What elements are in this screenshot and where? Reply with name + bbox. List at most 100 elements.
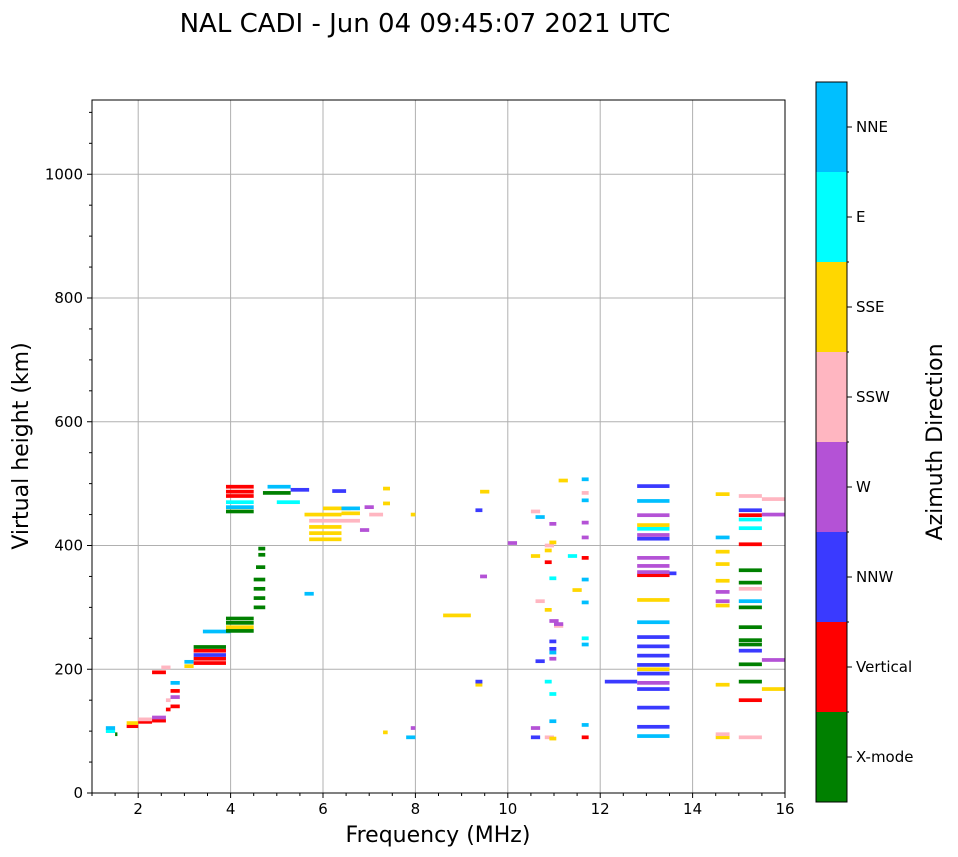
trace-mark <box>567 554 578 558</box>
trace-mark <box>267 484 291 489</box>
trace-mark <box>637 484 670 488</box>
trace-mark <box>193 648 226 653</box>
trace-mark <box>637 687 670 691</box>
trace-mark <box>738 586 762 591</box>
trace-mark <box>225 489 254 494</box>
trace-mark <box>410 726 416 730</box>
trace-mark <box>406 735 416 740</box>
colorbar-tick-label: X-mode <box>856 748 913 766</box>
trace-mark <box>258 552 266 557</box>
colorbar-tick-label: SSW <box>856 388 890 406</box>
trace-mark <box>202 629 231 634</box>
trace-mark <box>105 729 116 733</box>
trace-mark <box>304 591 314 596</box>
trace-mark <box>152 715 166 720</box>
trace-mark <box>738 513 762 518</box>
trace-mark <box>225 620 254 625</box>
trace-mark <box>761 497 785 501</box>
trace-mark <box>225 625 254 630</box>
trace-mark <box>549 619 559 623</box>
colorbar-segment <box>816 622 847 712</box>
trace-mark <box>544 543 554 548</box>
trace-mark <box>225 484 254 489</box>
y-tick-label: 800 <box>54 289 83 307</box>
trace-mark <box>738 494 762 498</box>
trace-mark <box>383 730 388 735</box>
y-tick-label: 200 <box>54 660 83 678</box>
y-tick-label: 0 <box>73 784 83 802</box>
trace-mark <box>258 546 266 551</box>
colorbar-segment <box>816 712 847 802</box>
trace-mark <box>290 487 310 492</box>
trace-mark <box>604 679 638 684</box>
x-tick-label: 16 <box>775 800 794 818</box>
trace-mark <box>549 656 557 661</box>
trace-mark <box>341 506 360 511</box>
trace-mark <box>165 698 171 703</box>
trace-mark <box>530 509 541 514</box>
y-tick-label: 1000 <box>45 165 83 183</box>
trace-mark <box>138 717 153 722</box>
colorbar-segment <box>816 82 847 172</box>
x-tick-label: 8 <box>411 800 421 818</box>
trace-mark <box>225 629 254 633</box>
trace-mark <box>549 576 557 581</box>
trace-mark <box>761 658 785 662</box>
trace-mark <box>193 656 226 661</box>
trace-mark <box>738 542 762 547</box>
trace-mark <box>738 638 762 643</box>
colorbar-segment <box>816 532 847 622</box>
trace-mark <box>544 607 552 612</box>
trace-mark <box>193 653 226 657</box>
trace-mark <box>581 577 589 582</box>
x-axis-label: Frequency (MHz) <box>346 823 531 848</box>
trace-mark <box>738 679 762 684</box>
trace-mark <box>341 511 360 516</box>
trace-mark <box>480 489 490 494</box>
trace-mark <box>637 598 670 602</box>
trace-mark <box>637 556 670 560</box>
trace-mark <box>581 735 589 740</box>
trace-mark <box>309 531 342 535</box>
trace-mark <box>309 537 342 542</box>
trace-mark <box>637 533 670 537</box>
trace-mark <box>715 590 730 594</box>
trace-mark <box>738 508 762 513</box>
trace-mark <box>738 698 762 703</box>
trace-mark <box>637 620 670 625</box>
trace-mark <box>165 707 171 712</box>
trace-mark <box>225 509 254 514</box>
trace-mark <box>443 613 471 618</box>
trace-mark <box>637 564 670 568</box>
trace-mark <box>761 512 785 517</box>
colorbar-segment <box>816 262 847 352</box>
trace-mark <box>549 639 557 644</box>
trace-mark <box>170 695 180 699</box>
trace-mark <box>738 599 762 604</box>
trace-mark <box>364 505 374 509</box>
trace-mark <box>262 491 291 495</box>
trace-mark <box>276 500 300 505</box>
trace-mark <box>581 636 589 641</box>
trace-mark <box>637 724 670 729</box>
trace-mark <box>535 659 545 664</box>
trace-mark <box>507 541 518 545</box>
trace-mark <box>715 492 730 496</box>
trace-mark <box>581 498 589 503</box>
trace-mark <box>715 682 730 687</box>
trace-mark <box>572 588 582 592</box>
colorbar-segment <box>816 442 847 532</box>
trace-mark <box>475 679 483 684</box>
trace-mark <box>309 518 342 523</box>
trace-mark <box>193 645 226 649</box>
trace-mark <box>549 719 557 724</box>
x-axis-ticks: 2 4 6 8 10 12 14 16 <box>91 793 795 818</box>
trace-mark <box>637 663 670 667</box>
trace-mark <box>637 653 670 658</box>
trace-mark <box>549 650 557 655</box>
trace-mark <box>761 687 785 691</box>
trace-mark <box>738 517 762 522</box>
trace-mark <box>581 535 589 540</box>
trace-mark <box>549 521 557 526</box>
